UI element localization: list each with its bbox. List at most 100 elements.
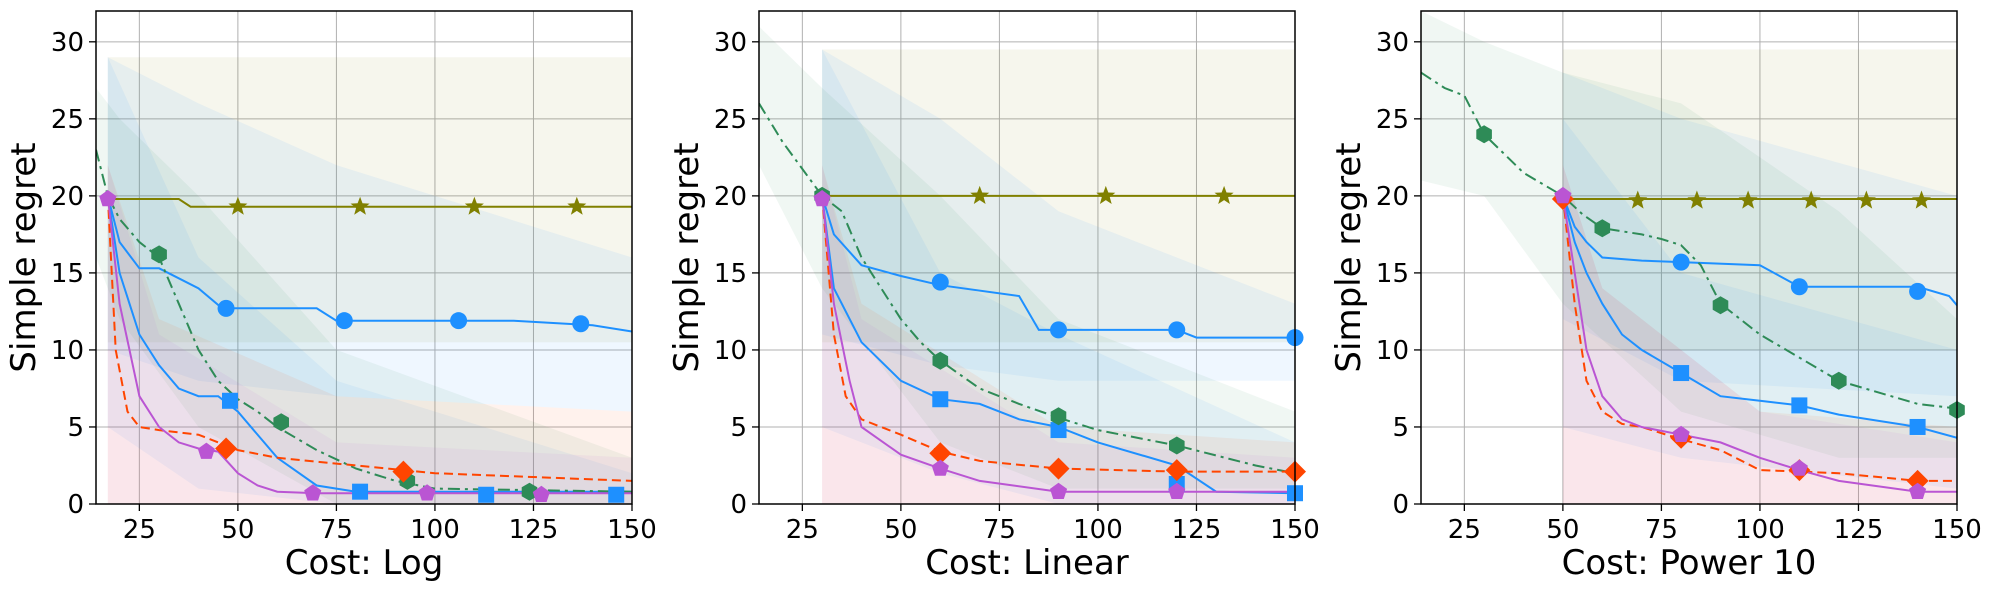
y-axis-title: Simple regret bbox=[1329, 142, 1369, 372]
plot-area bbox=[96, 57, 632, 504]
data-point-star bbox=[1628, 190, 1648, 209]
series-band bbox=[107, 57, 632, 412]
x-tick-label: 75 bbox=[320, 515, 353, 545]
data-point-square bbox=[1909, 418, 1926, 435]
data-point-diamond bbox=[1047, 457, 1070, 480]
y-axis-title: Simple regret bbox=[667, 142, 707, 372]
data-point-star bbox=[464, 196, 484, 215]
data-point-circle bbox=[931, 273, 949, 291]
data-point-hexagon bbox=[932, 351, 949, 370]
x-tick-label: 150 bbox=[1270, 515, 1320, 545]
data-point-circle bbox=[572, 315, 590, 333]
x-tick-label: 150 bbox=[607, 515, 657, 545]
series-band bbox=[1562, 165, 1957, 504]
y-tick-label: 10 bbox=[714, 336, 747, 366]
x-tick-label: 50 bbox=[884, 515, 917, 545]
data-point-square bbox=[222, 392, 238, 409]
y-tick-label: 25 bbox=[1376, 105, 1409, 135]
y-tick-label: 10 bbox=[1376, 336, 1409, 366]
x-tick-label: 125 bbox=[1834, 515, 1884, 545]
y-tick-label: 15 bbox=[51, 259, 84, 289]
data-point-diamond bbox=[1165, 459, 1188, 482]
data-point-diamond bbox=[215, 437, 238, 460]
data-point-hexagon bbox=[1831, 371, 1847, 390]
data-point-hexagon bbox=[1169, 436, 1185, 455]
data-point-circle bbox=[1672, 253, 1690, 271]
data-point-hexagon bbox=[1476, 125, 1492, 144]
series-band bbox=[1421, 11, 1957, 458]
data-point-pentagon bbox=[197, 442, 215, 459]
x-tick-label: 25 bbox=[123, 515, 156, 545]
series-line bbox=[1561, 195, 1957, 482]
data-point-pentagon bbox=[418, 484, 436, 501]
data-point-hexagon bbox=[1712, 296, 1729, 315]
series-line bbox=[106, 195, 632, 482]
data-point-square bbox=[1791, 397, 1808, 414]
data-point-square bbox=[1050, 422, 1067, 439]
data-point-star bbox=[228, 196, 248, 215]
plot-area bbox=[1421, 11, 1957, 504]
data-point-pentagon bbox=[813, 190, 831, 207]
data-point-square bbox=[352, 483, 369, 500]
data-point-pentagon bbox=[1672, 425, 1690, 442]
data-point-pentagon bbox=[1168, 482, 1186, 499]
axes-frame bbox=[1420, 10, 1958, 505]
x-tick-label: 150 bbox=[1932, 515, 1982, 545]
y-tick-label: 5 bbox=[67, 413, 84, 443]
data-point-circle bbox=[335, 312, 353, 330]
series-band bbox=[107, 165, 632, 504]
data-point-hexagon bbox=[1594, 219, 1611, 238]
plot-area bbox=[759, 26, 1295, 504]
data-point-circle bbox=[1790, 278, 1808, 296]
series-band bbox=[107, 57, 632, 343]
x-tick-label: 100 bbox=[410, 515, 460, 545]
axes-frame bbox=[95, 10, 633, 505]
x-tick-label: 75 bbox=[1645, 515, 1678, 545]
data-point-pentagon bbox=[532, 485, 550, 502]
y-tick-label: 5 bbox=[1392, 413, 1409, 443]
series-line bbox=[821, 195, 1295, 493]
y-tick-label: 30 bbox=[51, 28, 84, 58]
data-point-circle bbox=[450, 312, 468, 330]
data-point-square bbox=[608, 486, 625, 503]
x-tick-label: 25 bbox=[1448, 515, 1481, 545]
x-axis-title: Cost: Power 10 bbox=[1562, 543, 1817, 583]
y-tick-label: 30 bbox=[1376, 28, 1409, 58]
y-tick-label: 10 bbox=[51, 336, 84, 366]
data-point-square bbox=[932, 391, 949, 408]
x-tick-label: 50 bbox=[1546, 515, 1579, 545]
x-tick-label: 125 bbox=[509, 515, 559, 545]
data-point-pentagon bbox=[1050, 482, 1068, 499]
series-line bbox=[96, 149, 632, 493]
series-line bbox=[821, 195, 1295, 473]
x-axis-title: Cost: Linear bbox=[925, 543, 1129, 583]
data-point-square bbox=[478, 486, 495, 503]
x-axis-title: Cost: Log bbox=[285, 543, 444, 583]
data-point-star bbox=[1912, 190, 1931, 209]
y-tick-label: 0 bbox=[67, 490, 84, 520]
data-point-star bbox=[567, 196, 587, 215]
y-tick-label: 0 bbox=[1392, 490, 1409, 520]
series-band bbox=[822, 165, 1295, 504]
series-band bbox=[107, 165, 632, 504]
series-band bbox=[822, 165, 1295, 504]
y-tick-label: 15 bbox=[1376, 259, 1409, 289]
x-tick-label: 25 bbox=[786, 515, 819, 545]
x-tick-label: 50 bbox=[221, 515, 254, 545]
data-point-pentagon bbox=[1790, 459, 1808, 476]
data-point-pentagon bbox=[1554, 186, 1572, 204]
data-point-star bbox=[1096, 185, 1116, 204]
y-tick-label: 15 bbox=[714, 259, 747, 289]
data-point-square bbox=[1673, 365, 1690, 382]
data-point-hexagon bbox=[1050, 407, 1067, 426]
x-tick-label: 75 bbox=[983, 515, 1016, 545]
chart-panel-1: 25 50 75 100 125 150 0 5 10 15 20 25 30 Cost: Log Simp… bbox=[4, 10, 657, 583]
data-point-circle bbox=[1168, 321, 1186, 339]
data-point-circle bbox=[1050, 321, 1068, 339]
data-point-hexagon bbox=[521, 482, 538, 501]
data-point-star bbox=[350, 196, 370, 215]
series-line bbox=[107, 198, 632, 208]
axes-frame bbox=[758, 10, 1296, 505]
data-point-star bbox=[1687, 190, 1707, 209]
